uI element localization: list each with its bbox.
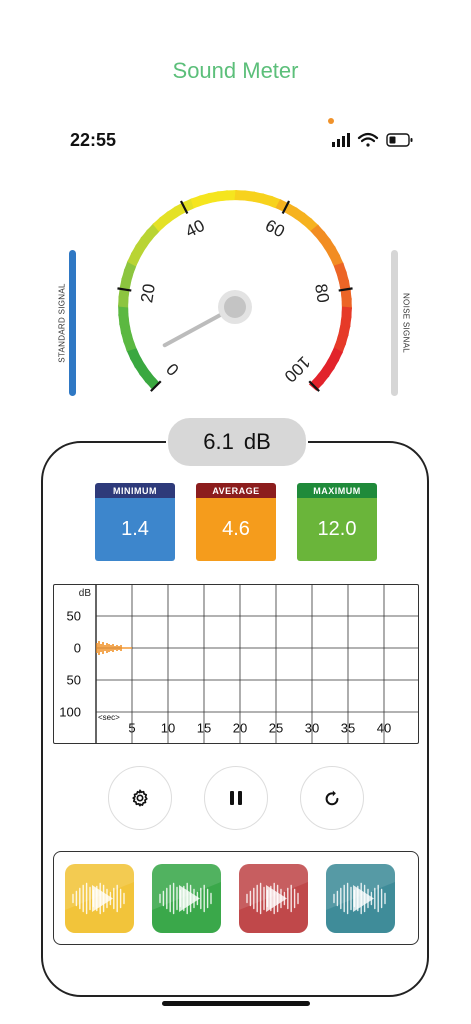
graph-frame: [53, 584, 419, 744]
gauge-tick: [179, 200, 189, 214]
graph-x-unit: <sec>: [98, 713, 120, 722]
gauge-arc-segment: [308, 376, 324, 391]
pause-icon: [230, 791, 242, 805]
db-unit: dB: [243, 429, 271, 454]
sound-tile-teal[interactable]: [326, 864, 395, 933]
wifi-icon: [357, 132, 379, 147]
gauge-tick-label: 20: [137, 282, 159, 304]
db-value: 6.1: [203, 429, 234, 454]
graph-x-label: 30: [305, 721, 319, 736]
status-icons: [332, 132, 413, 147]
graph-x-label: 15: [197, 721, 211, 736]
graph-y-label: 0: [74, 641, 81, 656]
graph-y-label: 100: [59, 705, 81, 720]
gauge-tick: [117, 287, 132, 292]
minimum-label: MINIMUM: [95, 483, 175, 498]
gauge-tick: [308, 380, 320, 392]
reset-button[interactable]: [300, 766, 364, 830]
play-triangle: [92, 885, 113, 912]
standard-signal-bar: [69, 250, 76, 396]
gauge-tick: [281, 200, 291, 214]
sound-tile-red[interactable]: [239, 864, 308, 933]
graph-x-label: 25: [269, 721, 283, 736]
reset-icon: [325, 790, 339, 806]
gauge-tick-label: 80: [311, 282, 333, 304]
noise-signal-bar: [391, 250, 398, 396]
settings-button[interactable]: [108, 766, 172, 830]
gauge-tick-label: 100: [280, 352, 313, 385]
graph-y-label: 50: [67, 609, 81, 624]
play-icon: [239, 864, 308, 933]
gauge-tick-label: 0: [163, 359, 183, 379]
average-label: AVERAGE: [196, 483, 276, 498]
graph-x-label: 35: [341, 721, 355, 736]
gear-icon: [132, 789, 148, 807]
average-card: AVERAGE 4.6: [196, 483, 276, 561]
db-reading: 6.1 dB: [166, 416, 308, 468]
graph-y-unit: dB: [79, 588, 92, 599]
sound-tile-green[interactable]: [152, 864, 221, 933]
standard-signal-label: STANDARD SIGNAL: [57, 283, 67, 363]
privacy-indicator: [328, 118, 334, 124]
gauge-hub: [224, 296, 246, 318]
play-icon: [326, 864, 395, 933]
minimum-card: MINIMUM 1.4: [95, 483, 175, 561]
gauge-tick: [150, 380, 162, 392]
play-triangle: [179, 885, 200, 912]
home-indicator: [162, 1001, 310, 1006]
pause-button[interactable]: [204, 766, 268, 830]
gauge-tick-label: 40: [182, 216, 207, 242]
gauge-tick: [338, 287, 353, 292]
signal-icon: [332, 133, 350, 147]
average-value: 4.6: [196, 498, 276, 561]
status-time: 22:55: [70, 130, 117, 150]
graph-x-label: 40: [377, 721, 391, 736]
graph-y-label: 50: [67, 673, 81, 688]
graph-x-label: 5: [128, 721, 135, 736]
play-icon: [152, 864, 221, 933]
play-icon: [65, 864, 134, 933]
sound-tray: [53, 851, 419, 945]
noise-signal-label: NOISE SIGNAL: [401, 292, 411, 354]
battery-icon: [386, 133, 413, 147]
graph-x-label: 20: [233, 721, 247, 736]
db-history-graph: dB 50 0 50 100 <sec> 5 10 15 20 25 30 35 40: [59, 584, 419, 744]
minimum-value: 1.4: [95, 498, 175, 561]
play-triangle: [266, 885, 287, 912]
sound-tile-yellow[interactable]: [65, 864, 134, 933]
gauge-tick-label: 60: [262, 216, 287, 242]
maximum-label: MAXIMUM: [297, 483, 377, 498]
app-title: Sound Meter: [172, 58, 299, 83]
maximum-value: 12.0: [297, 498, 377, 561]
graph-x-label: 10: [161, 721, 175, 736]
maximum-card: MAXIMUM 12.0: [297, 483, 377, 561]
play-triangle: [353, 885, 374, 912]
sound-gauge: 0 20 40 60 80 100: [117, 190, 353, 392]
